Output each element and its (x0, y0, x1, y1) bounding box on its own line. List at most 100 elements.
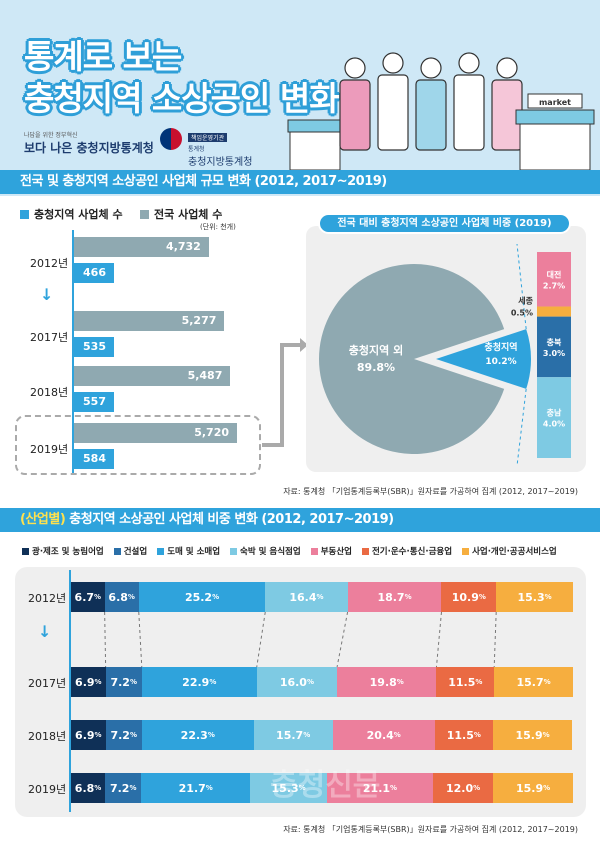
year-label: 2017년 (28, 677, 67, 690)
legend-national: 전국 사업체 수 (140, 206, 222, 222)
breakdown-label: 세종 (518, 296, 533, 306)
year-label: 2018년 (28, 730, 67, 743)
pie-label-chungcheong: 충청지역 (484, 341, 517, 353)
stacked-segment: 15.9% (493, 773, 573, 803)
stacked-segment: 6.7% (71, 582, 105, 612)
year-label: 2012년 (28, 592, 67, 605)
main-title-line2: 충청지역 소상공인 변화 (24, 79, 340, 118)
legend-swatch (361, 547, 369, 555)
legend-swatch (310, 547, 318, 555)
bar-chungcheong: 535 (74, 337, 114, 357)
bar-axis (72, 230, 74, 475)
regional-share-pie-chart: 충청지역 외 89.8% 충청지역 10.2% 대전 2.7% 세종 0.5% 충북 3.0% 충남… (319, 243, 571, 467)
connector-line (493, 611, 497, 668)
stacked-segment: 15.3% (250, 773, 327, 803)
stacked-segment: 18.7% (347, 582, 442, 612)
connector-line (435, 611, 442, 668)
down-arrow-icon: ↓ (38, 622, 52, 641)
bar-national: 5,487 (74, 366, 231, 386)
legend-swatch (230, 547, 238, 555)
section2-source: 자료: 통계청 「기업통계등록부(SBR)」원자료를 가공하여 집계 (2012… (283, 825, 578, 834)
bar-chungcheong: 466 (74, 263, 114, 283)
stacked-axis (69, 570, 71, 812)
connector-line (104, 611, 107, 668)
highlight-2019-box (15, 415, 261, 475)
bar-national: 5,720 (74, 423, 237, 443)
logo-chungcheong-statistics: 책임운영기관 통계청 충청지방통계청 (188, 133, 253, 168)
stacked-segment: 22.3% (141, 720, 254, 750)
stacked-segment: 6.8% (104, 582, 139, 612)
pie-slice-outside (319, 264, 505, 454)
breakdown-segment (537, 306, 571, 317)
pie-slice-chungcheong (436, 329, 531, 389)
industry-legend: 광·제조 및 농림어업 건설업 도매 및 소매업 숙박 및 음식점업 부동산업 전기·운수… (22, 545, 557, 557)
stacked-segment: 6.8% (71, 773, 106, 803)
stacked-segment: 22.9% (141, 667, 257, 697)
legend-item: 건설업 (113, 545, 147, 557)
breakdown-value: 3.0% (543, 349, 565, 358)
stacked-segment: 12.0% (432, 773, 494, 803)
stacked-segment: 16.4% (265, 582, 348, 612)
bar-national: 4,732 (74, 237, 209, 257)
stacked-segment: 21.1% (327, 773, 433, 803)
legend-item: 부동산업 (310, 545, 352, 557)
breakdown-label: 충남 (547, 408, 562, 418)
breakdown-label: 대전 (547, 269, 562, 279)
breakdown-value: 4.0% (543, 420, 565, 429)
breakdown-segment (537, 316, 571, 378)
stacked-segment: 10.9% (441, 582, 497, 612)
connector-line (256, 611, 266, 668)
stacked-segment: 7.2% (105, 720, 142, 750)
section1-title: 전국 및 충청지역 소상공인 사업체 규모 변화 (2012, 2017~201… (0, 170, 600, 194)
stacked-segment: 6.9% (71, 667, 106, 697)
legend-item: 도매 및 소매업 (157, 545, 220, 557)
connector-line (336, 611, 349, 668)
year-label: 2018년 (30, 386, 69, 399)
breakdown-segment (537, 377, 571, 458)
bar-national: 5,277 (74, 311, 225, 331)
stacked-segment: 16.0% (256, 667, 338, 697)
year-label: 2017년 (30, 331, 69, 344)
pie-title: 전국 대비 충청지역 소상공인 사업체 비중 (2019) (318, 213, 571, 234)
year-label: 2012년 (30, 257, 69, 270)
legend-swatch (462, 547, 470, 555)
stacked-segment: 25.2% (138, 582, 266, 612)
down-arrow-icon: ↓ (40, 285, 54, 304)
unit-label: (단위: 천개) (200, 223, 236, 231)
stacked-segment: 7.2% (105, 667, 142, 697)
stacked-segment: 11.5% (436, 667, 495, 697)
bar-chungcheong: 584 (74, 449, 114, 469)
main-title-line1: 통계로 보는 (24, 37, 182, 76)
legend-swatch (157, 547, 165, 555)
connector-arrow-icon (262, 338, 308, 447)
shop-owners-illustration: market (287, 52, 595, 170)
legend-item: 전기·운수·통신·금융업 (361, 545, 452, 557)
header-banner: 통계로 보는 충청지역 소상공인 변화 나답을 위한 정부혁신 보다 나은 충청… (0, 0, 600, 196)
pie-label-outside: 충청지역 외 (349, 343, 403, 357)
pie-value-outside: 89.8% (357, 361, 395, 374)
section1-source: 자료: 통계청 「기업통계등록부(SBR)」원자료를 가공하여 집계 (2012… (283, 487, 578, 496)
legend-chungcheong: 충청지역 사업체 수 (20, 206, 123, 222)
stacked-row: 6.9% 7.2% 22.3% 15.7% 20.4% 11.5% 15.9% (71, 720, 573, 750)
stacked-segment: 15.3% (496, 582, 573, 612)
breakdown-label: 충북 (547, 337, 562, 347)
section2-title: (산업별) 충청지역 소상공인 사업체 비중 변화 (2012, 2017~20… (0, 508, 600, 532)
legend-item: 사업·개인·공공서비스업 (462, 545, 557, 557)
breakdown-value: 0.5% (511, 309, 533, 318)
stacked-segment: 11.5% (434, 720, 493, 750)
legend-swatch (140, 209, 149, 219)
bar-chungcheong: 557 (74, 392, 114, 412)
year-label: 2019년 (30, 443, 69, 456)
year-label: 2019년 (28, 783, 67, 796)
legend-swatch (22, 547, 29, 555)
stacked-row: 6.8% 7.2% 21.7% 15.3% 21.1% 12.0% 15.9% (71, 773, 573, 803)
stacked-row: 6.9% 7.2% 22.9% 16.0% 19.8% 11.5% 15.7% (71, 667, 573, 697)
logo-better-agency: 나답을 위한 정부혁신 보다 나은 충청지방통계청 (24, 132, 154, 155)
stacked-segment: 7.2% (105, 773, 142, 803)
breakdown-segment (537, 252, 571, 307)
government-emblem-icon (160, 128, 182, 150)
stacked-segment: 21.7% (141, 773, 251, 803)
legend-swatch (113, 547, 121, 555)
stacked-segment: 15.7% (253, 720, 333, 750)
legend-swatch (20, 209, 29, 219)
